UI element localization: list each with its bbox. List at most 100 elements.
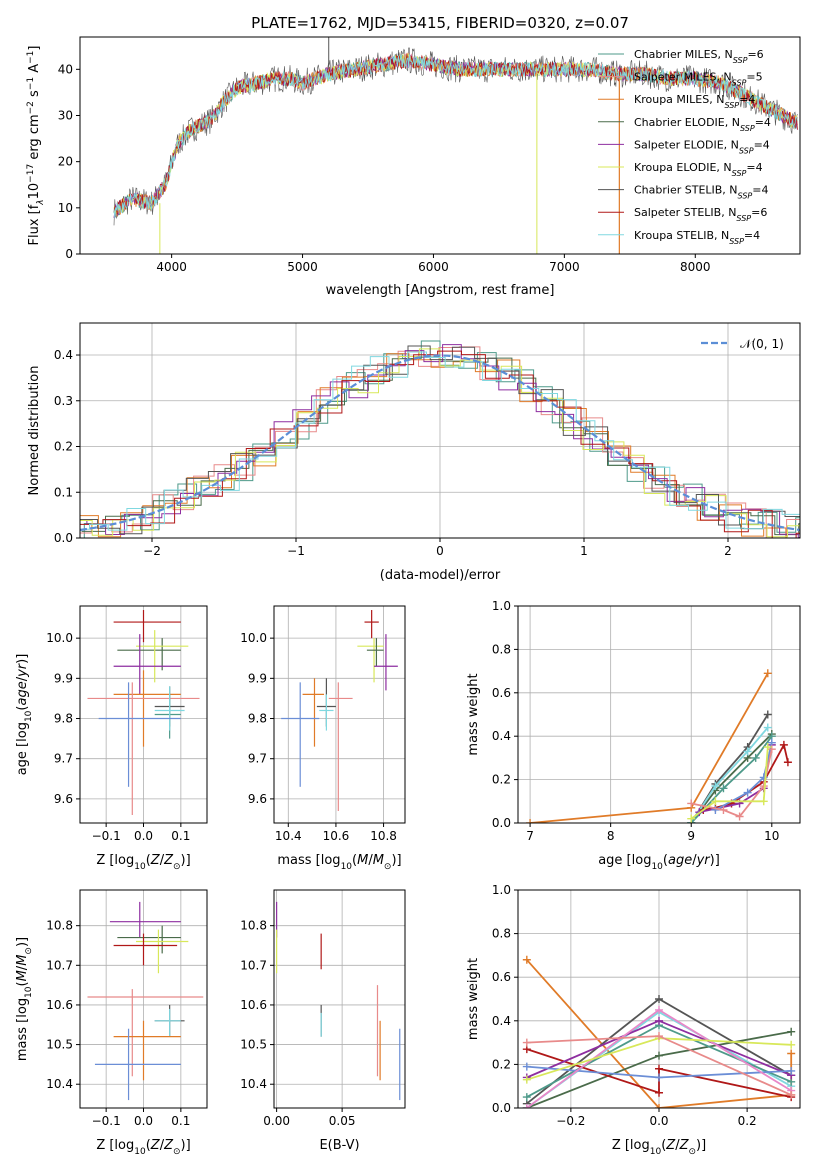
axes-spectrum: 4000 5000 6000 7000 8000 0 10 20 30 40 (58, 62, 711, 274)
data-marker (522, 1038, 531, 1047)
y-axis-label: age [log10(age/yr)] (15, 654, 34, 776)
x-axis-label: age [log10(age/yr)] (598, 853, 720, 872)
x-tick-label: −0.1 (92, 1114, 121, 1128)
series-line (690, 735, 773, 823)
x-tick-label: 0.1 (171, 829, 190, 843)
plot-area-residuals (80, 340, 800, 538)
y-tick-label: 0.0 (492, 1101, 511, 1115)
plot-area-age-vs-mass (281, 610, 398, 811)
y-axis-label: Normed distribution (27, 366, 42, 496)
x-tick-label: 9 (687, 829, 695, 843)
plot-frame (273, 889, 406, 1109)
plot-area-mass-weight-vs-age (526, 669, 792, 823)
plot-frame (517, 605, 801, 824)
spectrum-line (113, 47, 798, 226)
y-tick-label: 0.6 (492, 970, 511, 984)
data-marker (787, 1040, 796, 1049)
y-tick-label: 0.2 (492, 1057, 511, 1071)
data-marker (655, 1104, 663, 1108)
y-tick-label: 10.5 (46, 1038, 73, 1052)
y-tick-label: 9.9 (248, 671, 267, 685)
x-tick-label: 0.05 (329, 1114, 356, 1128)
y-tick-label: 9.8 (54, 712, 73, 726)
plot-frame (79, 322, 801, 539)
y-tick-label: 10.5 (240, 1038, 267, 1052)
data-marker (787, 1090, 796, 1099)
data-marker (787, 1049, 796, 1058)
y-tick-label: 10.4 (46, 1077, 73, 1091)
y-axis-label: mass [log10(M/M⊙)] (15, 937, 34, 1061)
data-marker (783, 758, 792, 767)
x-tick-label: 0.0 (649, 1114, 668, 1128)
histogram-step (80, 340, 800, 538)
histogram-step (80, 351, 800, 531)
legend-entry: Salpeter MILES, NSSP=5 (634, 71, 763, 88)
y-tick-label: 10.0 (46, 631, 73, 645)
histogram-step (81, 356, 800, 536)
x-tick-label: 0.0 (134, 1114, 153, 1128)
legend: Chabrier MILES, NSSP=6 Salpeter MILES, NS… (598, 48, 771, 245)
y-tick-label: 1.0 (492, 883, 511, 897)
x-tick-label: 8000 (680, 260, 711, 274)
data-marker (743, 788, 752, 797)
y-tick-label: 30 (58, 108, 73, 122)
x-tick-label: −1 (287, 544, 305, 558)
x-axis-label: Z [log10(Z/Z⊙)] (612, 1138, 706, 1157)
x-axis-label: Z [log10(Z/Z⊙)] (96, 1138, 190, 1157)
data-marker (687, 814, 696, 823)
data-marker (655, 1051, 663, 1060)
x-tick-label: 10.4 (275, 829, 302, 843)
data-marker (719, 784, 728, 793)
axes-mass-weight-vs-age: 7 8 9 10 0.0 0.2 0.4 0.6 0.8 1.0 (492, 599, 800, 843)
y-tick-label: 10.7 (46, 958, 73, 972)
data-marker (743, 747, 752, 756)
y-tick-label: 0.0 (54, 531, 73, 545)
plot-frame (79, 36, 801, 255)
series-line (690, 746, 769, 820)
spectrum-line (113, 53, 798, 219)
data-marker (787, 1027, 796, 1036)
x-tick-label: 4000 (156, 260, 187, 274)
y-tick-label: 0.4 (492, 729, 511, 743)
x-axis-label: E(B-V) (319, 1138, 359, 1153)
y-tick-label: 1.0 (492, 599, 511, 613)
y-tick-label: 40 (58, 62, 73, 76)
y-tick-label: 0.4 (54, 348, 73, 362)
y-tick-label: 0.8 (492, 642, 511, 656)
y-tick-label: 10.8 (240, 919, 267, 933)
axes-age-vs-mass: 10.4 10.6 10.8 9.6 9.7 9.8 9.9 10.0 (240, 606, 405, 843)
y-tick-label: 9.8 (248, 712, 267, 726)
histogram-step (80, 353, 800, 538)
data-marker (711, 782, 720, 791)
normal-curve (80, 354, 800, 532)
data-marker (522, 955, 531, 964)
data-marker (763, 669, 772, 678)
histogram-step (80, 348, 800, 538)
y-tick-label: 0.0 (492, 816, 511, 830)
histogram-step (80, 346, 800, 538)
x-tick-label: 7000 (549, 260, 580, 274)
y-tick-label: 0.4 (492, 1014, 511, 1028)
x-tick-label: 0.0 (134, 829, 153, 843)
x-tick-label: 0 (436, 544, 444, 558)
data-marker (655, 995, 663, 1003)
x-axis-label: wavelength [Angstrom, rest frame] (326, 283, 555, 298)
y-axis-label: Flux [fλ10−17 erg cm−2 s−1 A−1] (26, 46, 46, 246)
plot-frame (79, 889, 208, 1109)
x-tick-label: −0.2 (556, 1114, 585, 1128)
data-marker (779, 740, 788, 749)
y-tick-label: 0 (65, 247, 73, 261)
y-tick-label: 0.2 (492, 773, 511, 787)
axes-mass-vs-Z: −0.1 0.0 0.1 10.4 10.5 10.6 10.7 10.8 (46, 890, 207, 1128)
data-marker (522, 1062, 531, 1071)
x-tick-label: 6000 (418, 260, 449, 274)
data-marker (687, 799, 696, 808)
histogram-step (80, 345, 800, 535)
data-marker (522, 1075, 531, 1084)
plot-area-mass-vs-EBV (276, 901, 401, 1101)
x-axis-label: mass [log10(M/M⊙)] (277, 853, 401, 872)
y-tick-label: 9.7 (248, 752, 267, 766)
x-axis-label: Z [log10(Z/Z⊙)] (96, 853, 190, 872)
x-tick-label: 8 (607, 829, 615, 843)
data-marker (522, 1093, 531, 1102)
